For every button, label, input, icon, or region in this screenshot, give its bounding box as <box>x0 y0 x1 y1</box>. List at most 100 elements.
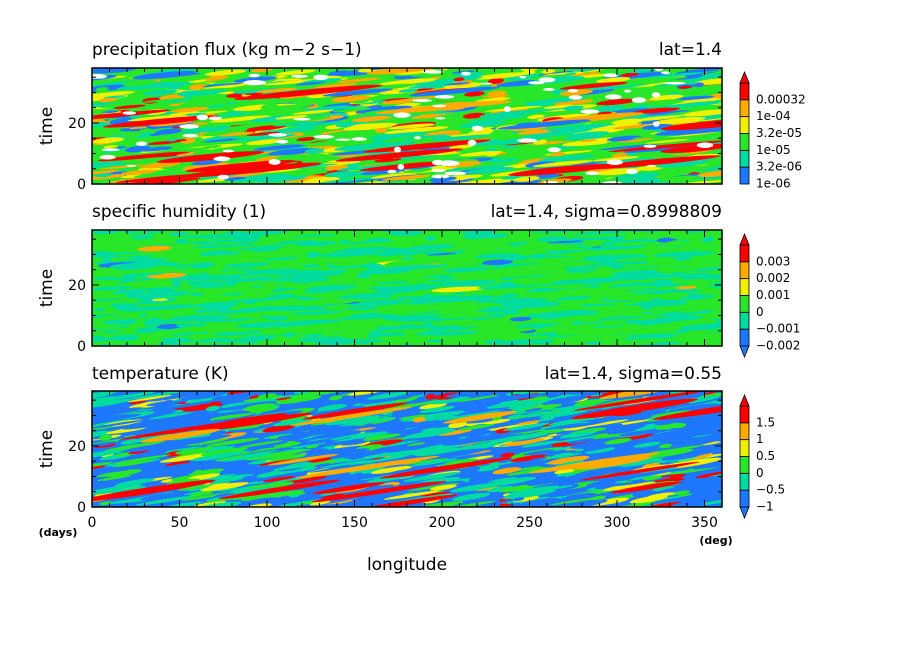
field-patch <box>139 146 173 152</box>
field-patch <box>205 307 216 314</box>
field-patch <box>222 176 247 181</box>
field-patch <box>290 310 343 315</box>
field-patch <box>304 452 320 457</box>
field-patch <box>473 268 485 271</box>
field-patch <box>175 238 188 243</box>
field-patch <box>553 99 594 105</box>
field-patch <box>258 281 280 288</box>
field-patch <box>255 87 299 93</box>
field-patch <box>273 462 317 471</box>
field-patch <box>92 279 123 285</box>
field-patch <box>270 454 307 462</box>
field-patch <box>308 177 334 182</box>
field-gap <box>422 70 444 74</box>
field-patch <box>92 449 127 460</box>
field-patch <box>92 161 124 169</box>
field-patch <box>565 131 609 138</box>
field-patch <box>550 499 608 507</box>
heatmap-field <box>92 68 722 184</box>
field-patch <box>380 235 401 239</box>
field-patch <box>188 468 224 476</box>
field-patch <box>311 230 342 234</box>
field-patch <box>145 391 206 402</box>
field-patch <box>435 314 473 319</box>
field-patch <box>643 99 685 106</box>
field-patch <box>398 88 419 93</box>
field-gap <box>222 149 234 153</box>
field-patch <box>276 167 316 174</box>
colorbar-label: 0.00032 <box>756 92 806 106</box>
field-patch <box>228 306 242 311</box>
field-patch <box>443 82 483 90</box>
field-patch <box>586 480 617 488</box>
colorbar: −0.002 −0.001 0 0.001 0.002 0.003 <box>739 232 800 359</box>
field-patch <box>374 157 402 163</box>
field-patch <box>668 304 714 309</box>
field-gap <box>431 174 450 179</box>
field-patch <box>404 472 460 482</box>
field-patch <box>651 292 693 299</box>
field-streak <box>497 119 592 130</box>
field-patch <box>101 465 141 473</box>
field-patch <box>382 314 446 321</box>
field-patch <box>337 293 393 300</box>
colorbar-extend-min <box>739 345 750 359</box>
field-patch <box>550 152 566 157</box>
field-patch <box>355 100 387 105</box>
field-gap <box>467 139 477 146</box>
field-streak <box>156 151 264 163</box>
field-patch <box>493 338 555 345</box>
field-patch <box>510 92 568 99</box>
field-patch <box>169 274 228 281</box>
field-gap <box>603 73 619 78</box>
field-patch <box>285 503 297 507</box>
field-patch <box>226 297 287 303</box>
field-patch <box>688 475 722 485</box>
field-patch <box>182 403 223 412</box>
field-patch <box>214 413 254 420</box>
field-streak <box>335 148 464 162</box>
field-patch <box>580 139 597 143</box>
field-patch <box>497 179 542 184</box>
field-patch <box>462 305 495 309</box>
field-streak <box>233 84 383 100</box>
field-patch <box>139 128 152 133</box>
field-patch <box>434 391 456 396</box>
field-patch <box>514 322 563 328</box>
field-patch <box>572 233 635 238</box>
field-patch <box>445 271 501 277</box>
field-patch <box>92 482 120 490</box>
colorbar-box <box>739 472 750 491</box>
field-patch <box>361 342 386 346</box>
field-patch <box>104 441 165 452</box>
field-patch <box>603 481 656 491</box>
field-patch <box>424 235 436 242</box>
field-patch <box>117 306 171 312</box>
colorbar-box <box>739 244 750 263</box>
field-patch <box>562 105 584 111</box>
y-tick-label: 0 <box>77 177 86 193</box>
field-patch <box>322 298 357 305</box>
field-patch <box>459 120 506 128</box>
field-patch <box>560 251 611 257</box>
field-patch <box>502 311 520 315</box>
field-patch <box>552 279 591 284</box>
field-patch <box>384 466 434 475</box>
field-patch <box>635 115 681 121</box>
field-patch <box>288 297 300 302</box>
colorbar-label: −0.001 <box>756 322 800 336</box>
field-patch <box>535 249 588 254</box>
field-patch <box>488 432 549 444</box>
field-patch <box>179 126 224 134</box>
field-patch <box>452 492 490 501</box>
field-patch <box>228 173 291 182</box>
field-patch <box>154 446 203 454</box>
field-patch <box>94 443 121 448</box>
field-patch <box>152 254 176 259</box>
field-streak <box>185 160 296 172</box>
field-patch <box>140 97 192 103</box>
field-patch <box>556 472 573 477</box>
field-patch <box>499 335 550 340</box>
field-patch <box>184 280 214 284</box>
field-patch <box>384 126 449 134</box>
